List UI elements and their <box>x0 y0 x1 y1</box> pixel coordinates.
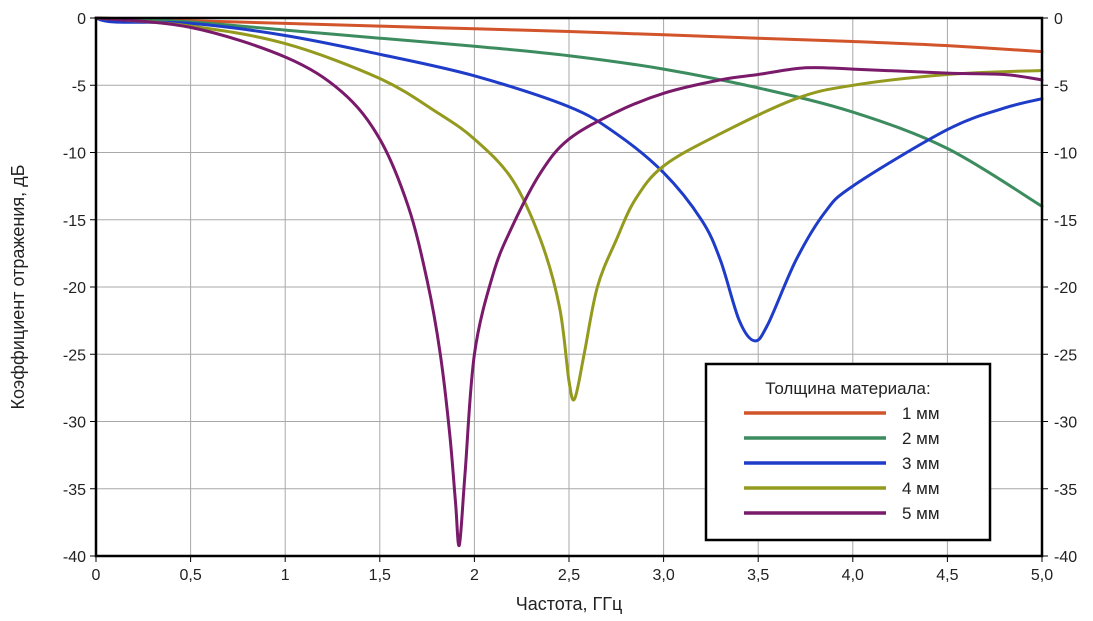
series-line-3-мм <box>94 16 1044 343</box>
legend-box <box>704 362 992 542</box>
y-tick-label-right: -30 <box>1054 415 1077 432</box>
legend-label: 2 мм <box>902 429 940 448</box>
y-tick-label-left: -35 <box>63 482 86 499</box>
x-tick-label: 5,0 <box>1031 567 1053 584</box>
x-tick-label: 3,5 <box>747 567 769 584</box>
legend-label: 5 мм <box>902 504 940 523</box>
y-tick-label-right: -20 <box>1054 280 1077 297</box>
x-axis-title: Частота, ГГц <box>516 594 623 614</box>
y-tick-label-left: -10 <box>63 146 86 163</box>
grid <box>96 18 1042 556</box>
axis-ticks: 0 0,5 1 1,5 2 2,5 3,0 3,5 4,0 4,5 5,0 0 0 -5 -5 -10 -10 -… <box>63 11 1077 584</box>
x-tick-label: 3,0 <box>652 567 674 584</box>
legend-label: 4 мм <box>902 479 940 498</box>
x-tick-label: 4,5 <box>936 567 958 584</box>
legend: Толщина материала: 1 мм 2 мм 3 мм 4 мм 5 мм <box>704 362 992 542</box>
legend-title: Толщина материала: <box>765 379 930 398</box>
y-tick-label-left: -30 <box>63 415 86 432</box>
y-tick-label-right: -10 <box>1054 146 1077 163</box>
x-tick-label: 4,0 <box>842 567 864 584</box>
x-tick-label: 0 <box>92 567 101 584</box>
y-tick-label-left: 0 <box>77 11 86 28</box>
series-line-4-мм <box>94 16 1044 402</box>
y-tick-label-left: -5 <box>72 78 86 95</box>
y-tick-label-right: -5 <box>1054 78 1068 95</box>
legend-label: 1 мм <box>902 404 940 423</box>
series-lines <box>94 16 1044 547</box>
y-tick-label-right: -15 <box>1054 213 1077 230</box>
legend-label: 3 мм <box>902 454 940 473</box>
y-tick-label-right: -25 <box>1054 347 1077 364</box>
legend-items: 1 мм 2 мм 3 мм 4 мм 5 мм <box>744 404 940 523</box>
x-tick-label: 1,5 <box>369 567 391 584</box>
y-axis-title: Коэффициент отражения, дБ <box>8 165 28 410</box>
y-tick-label-left: -20 <box>63 280 86 297</box>
series-line-1-мм <box>94 16 1044 54</box>
y-tick-label-left: -40 <box>63 549 86 566</box>
y-tick-label-left: -15 <box>63 213 86 230</box>
y-tick-label-left: -25 <box>63 347 86 364</box>
x-tick-label: 0,5 <box>179 567 201 584</box>
series-line-2-мм <box>94 16 1044 208</box>
x-tick-label: 2 <box>470 567 479 584</box>
y-tick-label-right: -40 <box>1054 549 1077 566</box>
y-tick-label-right: -35 <box>1054 482 1077 499</box>
x-tick-label: 1 <box>281 567 290 584</box>
series-line-5-мм <box>94 16 1044 547</box>
y-tick-label-right: 0 <box>1054 11 1063 28</box>
x-tick-label: 2,5 <box>558 567 580 584</box>
